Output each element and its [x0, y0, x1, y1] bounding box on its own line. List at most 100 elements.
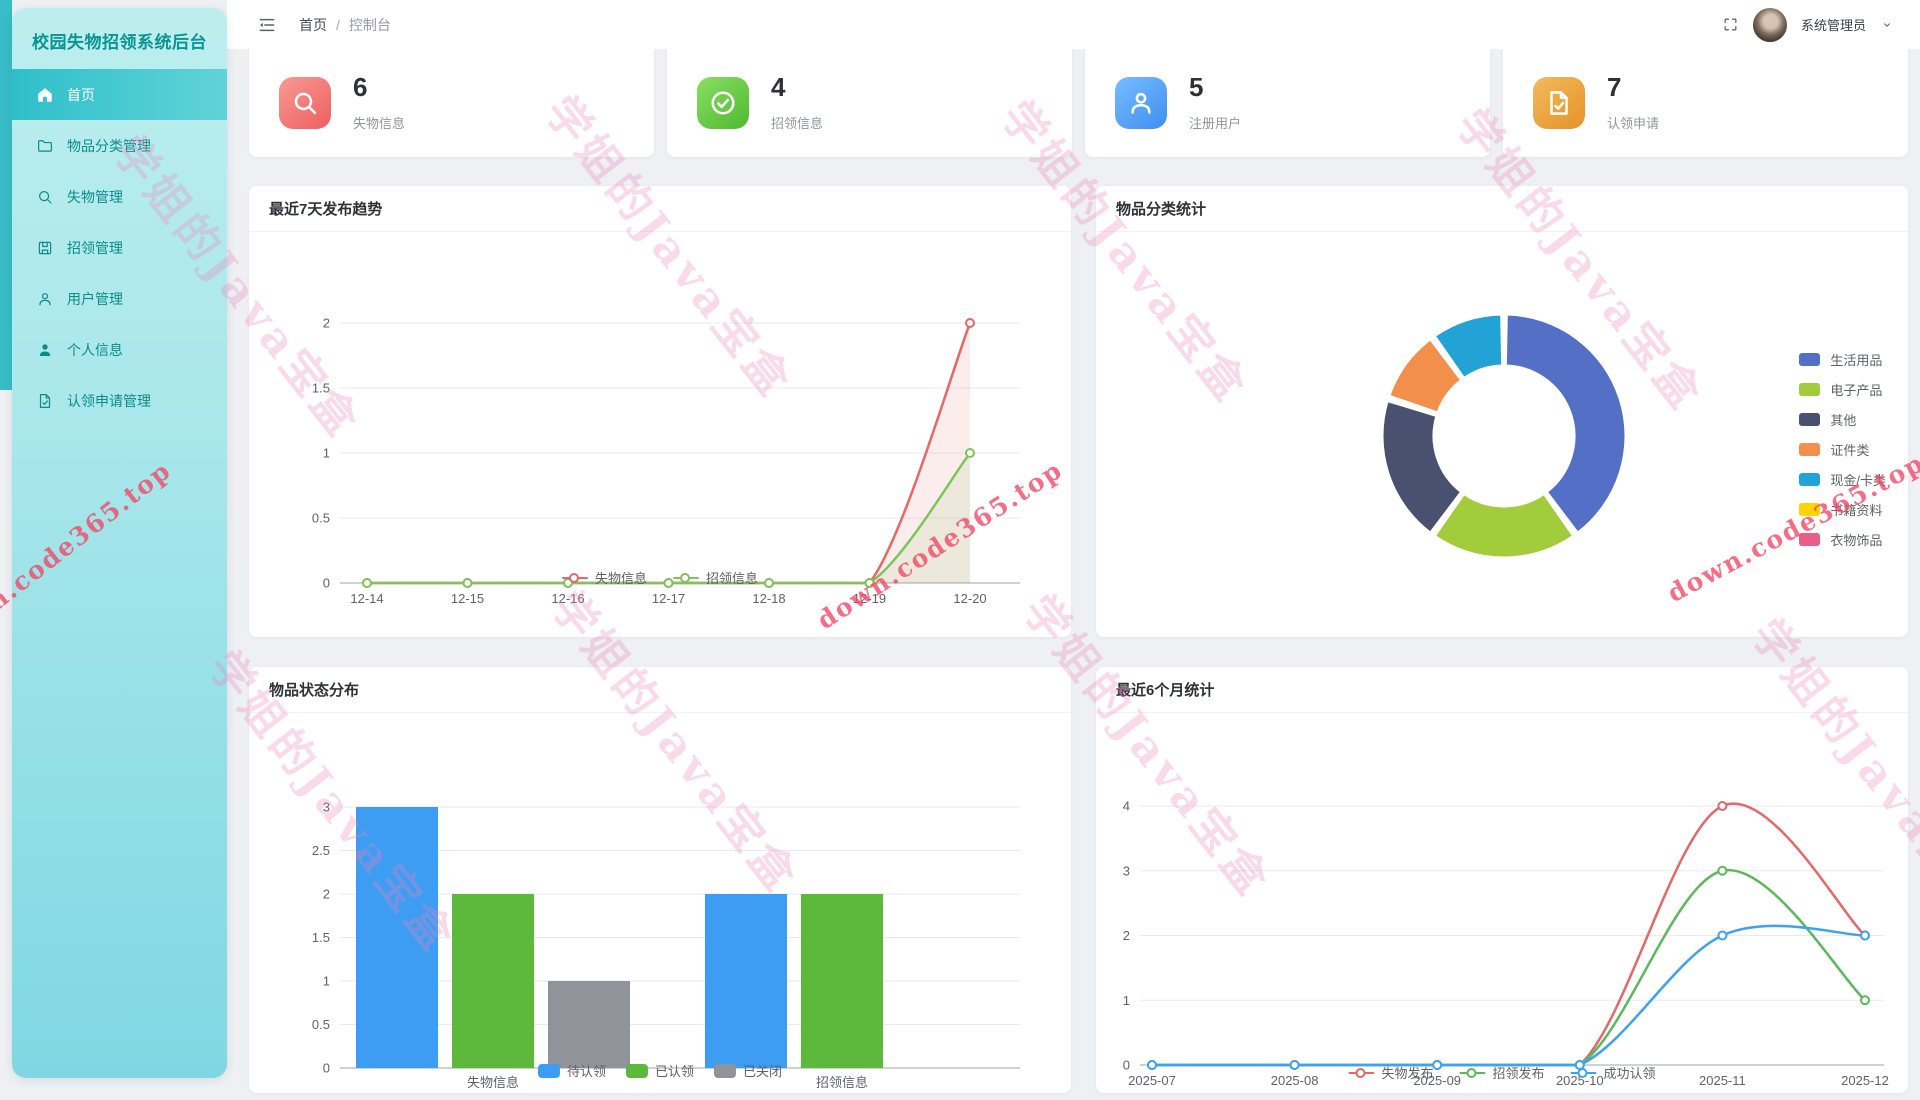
legend-item-category-stats-5[interactable]: 书籍资料	[1799, 500, 1886, 519]
breadcrumb-separator: /	[336, 16, 340, 33]
sidebar-item-4[interactable]: 用户管理	[12, 273, 227, 324]
stat-cards-row: 6 失物信息 4 招领信息 5 注册用户 7 认领申请	[249, 49, 1908, 157]
sidebar: 校园失物招领系统后台 首页物品分类管理 失物管理招领管理用户管理个人信息认领申请管…	[12, 8, 227, 1078]
sidebar-item-label: 失物管理	[67, 188, 123, 205]
legend-item-status-distribution-2[interactable]: 已关闭	[714, 1061, 782, 1080]
sidebar-item-label: 物品分类管理	[67, 137, 151, 154]
stat-card-2: 5 注册用户	[1085, 49, 1490, 157]
user-outline-icon	[1131, 92, 1151, 114]
svg-text:失物信息: 失物信息	[467, 1075, 519, 1088]
svg-text:0: 0	[323, 1061, 330, 1076]
status-distribution-chart: 0 0.5 1 1.5 2 2.5 3 失物信息 招领信息	[312, 800, 1020, 1090]
fullscreen-icon[interactable]	[1722, 16, 1739, 33]
legend-item-category-stats-1[interactable]: 电子产品	[1799, 380, 1886, 399]
chevron-down-icon	[1884, 22, 1890, 27]
legend-item-category-stats-6[interactable]: 衣物饰品	[1799, 530, 1886, 549]
svg-text:2: 2	[1123, 928, 1130, 943]
category-stats-card: 物品分类统计 生活用品电子产品其他证件类现金/卡类书籍资料衣物饰品	[1096, 186, 1908, 637]
stat-card-0: 6 失物信息	[249, 49, 654, 157]
page-accent-bar	[0, 0, 12, 390]
svg-text:2025-09: 2025-09	[1413, 1073, 1461, 1088]
svg-text:1.5: 1.5	[312, 381, 330, 396]
stats-6month-title: 最近6个月统计	[1096, 667, 1908, 713]
legend-item-category-stats-3[interactable]: 证件类	[1799, 440, 1886, 459]
sidebar-item-label: 个人信息	[67, 341, 123, 358]
svg-text:0.5: 0.5	[312, 1017, 330, 1032]
app-title: 校园失物招领系统后台	[32, 33, 207, 52]
svg-text:2025-10: 2025-10	[1556, 1073, 1604, 1088]
legend-item-status-distribution-0[interactable]: 待认领	[537, 1061, 606, 1080]
svg-text:1: 1	[1123, 993, 1130, 1008]
stat-label: 注册用户	[1189, 116, 1242, 131]
svg-text:0.5: 0.5	[312, 511, 330, 526]
breadcrumb-home[interactable]: 首页	[299, 16, 327, 33]
stat-card-3: 7 认领申请	[1503, 49, 1908, 157]
sidebar-item-label: 招领管理	[67, 239, 123, 256]
legend-item-category-stats-4[interactable]: 现金/卡类	[1799, 470, 1886, 489]
legend-item-stats-6month-1[interactable]: 招领发布	[1459, 1063, 1545, 1082]
topbar: 首页 / 控制台 系统管理员	[227, 0, 1920, 49]
sidebar-item-1[interactable]: 物品分类管理	[12, 120, 227, 171]
user-name[interactable]: 系统管理员	[1800, 18, 1866, 33]
search-icon	[294, 92, 317, 115]
chevron-down-icon[interactable]	[1880, 18, 1894, 32]
legend-item-status-distribution-1[interactable]: 已认领	[625, 1061, 694, 1080]
svg-text:2025-11: 2025-11	[1699, 1073, 1746, 1088]
main-content: 6 失物信息 4 招领信息 5 注册用户 7 认领申请 最近7天发布趋势 0 0.5 1 1.5 2 1…	[227, 49, 1920, 1100]
legend-item-trend-7day-0[interactable]: 失物信息	[561, 568, 647, 587]
status-distribution-legend: 待认领 已认领 已关闭	[537, 1061, 782, 1080]
svg-text:2025-12: 2025-12	[1841, 1073, 1889, 1088]
stats-6month-card: 最近6个月统计 0 1 2 3 4 2025-07 2025-08 2025-09 2025-1…	[1096, 667, 1908, 1093]
trend-7day-legend: 失物信息 招领信息	[561, 568, 758, 587]
svg-text:12-18: 12-18	[752, 591, 785, 606]
svg-text:2025-07: 2025-07	[1128, 1073, 1176, 1088]
svg-text:12-14: 12-14	[350, 591, 383, 606]
book-icon	[38, 241, 52, 254]
svg-text:2.5: 2.5	[312, 843, 330, 858]
status-distribution-title: 物品状态分布	[249, 667, 1071, 713]
stat-value: 7	[1607, 72, 1622, 102]
stat-label: 认领申请	[1607, 116, 1660, 131]
home-icon	[38, 87, 52, 102]
sidebar-item-label: 首页	[67, 86, 95, 103]
breadcrumb-current: 控制台	[348, 16, 391, 33]
sidebar-item-0[interactable]: 首页	[12, 69, 227, 120]
legend-item-trend-7day-1[interactable]: 招领信息	[673, 568, 758, 587]
sidebar-item-5[interactable]: 个人信息	[12, 324, 227, 375]
svg-text:12-17: 12-17	[652, 591, 685, 606]
sidebar-collapse-icon[interactable]	[257, 15, 277, 35]
legend-item-stats-6month-2[interactable]: 成功认领	[1570, 1063, 1656, 1082]
svg-text:4: 4	[1123, 799, 1130, 814]
check-circle-icon	[711, 91, 735, 115]
category-stats-legend: 生活用品电子产品其他证件类现金/卡类书籍资料衣物饰品	[1799, 350, 1886, 549]
legend-item-stats-6month-0[interactable]: 失物发布	[1348, 1063, 1433, 1082]
sidebar-item-6[interactable]: 认领申请管理	[12, 375, 227, 426]
svg-text:招领信息: 招领信息	[816, 1075, 868, 1088]
legend-item-category-stats-2[interactable]: 其他	[1799, 410, 1886, 429]
svg-text:0: 0	[1123, 1058, 1130, 1073]
legend-item-category-stats-0[interactable]: 生活用品	[1799, 350, 1886, 369]
sidebar-menu: 首页物品分类管理 失物管理招领管理用户管理个人信息认领申请管理	[12, 69, 227, 426]
stat-icon-1	[697, 77, 749, 129]
stat-icon-3	[1533, 77, 1585, 129]
breadcrumb: 首页 / 控制台	[299, 15, 391, 35]
stat-card-1: 4 招领信息	[667, 49, 1072, 157]
document-check-icon	[1550, 91, 1568, 115]
sidebar-item-2[interactable]: 失物管理	[12, 171, 227, 222]
stats-6month-chart: 0 1 2 3 4 2025-07 2025-08 2025-09 2025-10 2025-11…	[1123, 799, 1889, 1089]
category-stats-title: 物品分类统计	[1096, 186, 1908, 232]
svg-text:0: 0	[323, 576, 330, 591]
trend-7day-chart: 0 0.5 1 1.5 2 12-14 12-15 12-16 12-17 12-18 12-19 1…	[312, 316, 1020, 606]
trend-7day-title: 最近7天发布趋势	[249, 186, 1071, 232]
document-check-icon	[39, 393, 51, 408]
svg-text:12-16: 12-16	[551, 591, 584, 606]
avatar[interactable]	[1752, 7, 1787, 42]
category-stats-chart	[1380, 312, 1628, 560]
folder-icon	[38, 139, 52, 152]
stat-icon-0	[279, 77, 331, 129]
sidebar-item-3[interactable]: 招领管理	[12, 222, 227, 273]
svg-text:1: 1	[323, 446, 330, 461]
svg-text:1.5: 1.5	[312, 930, 330, 945]
sidebar-item-label: 用户管理	[67, 290, 123, 307]
